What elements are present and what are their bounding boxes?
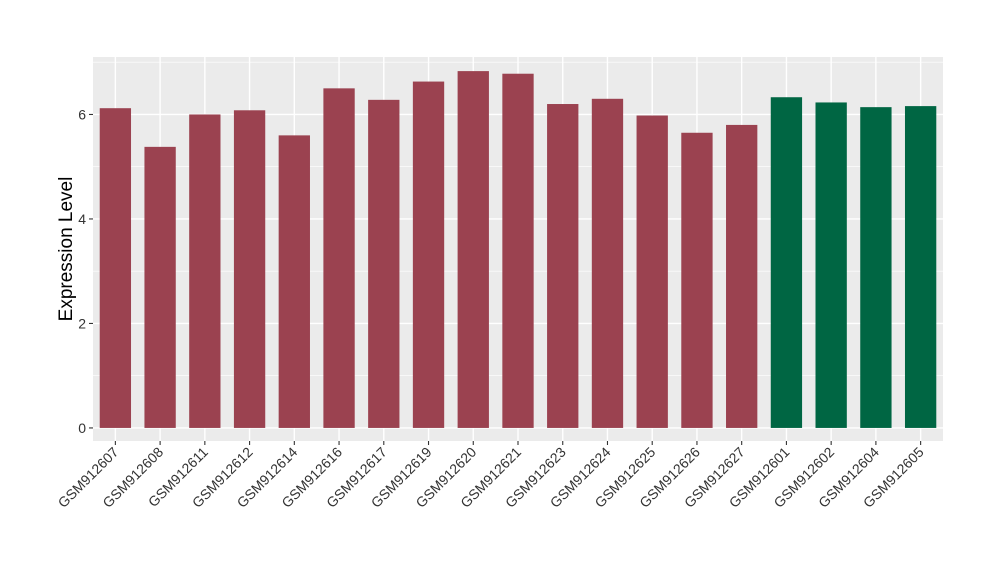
bar-GSM912614 xyxy=(278,135,310,428)
bar-GSM912624 xyxy=(591,98,624,428)
bar-GSM912602 xyxy=(815,102,847,428)
y-axis: 0 2 4 6 xyxy=(78,106,93,436)
bar-GSM912617 xyxy=(368,99,400,428)
y-tick-label: 6 xyxy=(78,106,86,122)
bars xyxy=(99,71,937,428)
bar-GSM912621 xyxy=(502,73,534,428)
bar-GSM912616 xyxy=(323,88,355,428)
bar-GSM912612 xyxy=(233,110,266,428)
bar-GSM912608 xyxy=(144,146,176,428)
bar-GSM912601 xyxy=(770,97,803,428)
y-axis-title: Expression Level xyxy=(56,177,77,322)
bar-GSM912623 xyxy=(547,104,579,428)
bar-GSM912604 xyxy=(860,107,892,428)
bar-GSM912611 xyxy=(189,114,221,428)
y-tick-label: 2 xyxy=(78,315,86,331)
bar-GSM912619 xyxy=(412,81,445,428)
bar-GSM912627 xyxy=(726,124,758,428)
y-tick-label: 0 xyxy=(78,420,86,436)
bar-GSM912620 xyxy=(457,71,489,428)
bar-GSM912607 xyxy=(99,108,132,428)
bar-GSM912605 xyxy=(904,106,937,428)
bar-GSM912625 xyxy=(636,115,668,428)
bar-GSM912626 xyxy=(681,132,713,428)
y-tick-label: 4 xyxy=(78,211,86,227)
x-axis: GSM912607GSM912608GSM912611GSM912612GSM9… xyxy=(55,441,927,511)
